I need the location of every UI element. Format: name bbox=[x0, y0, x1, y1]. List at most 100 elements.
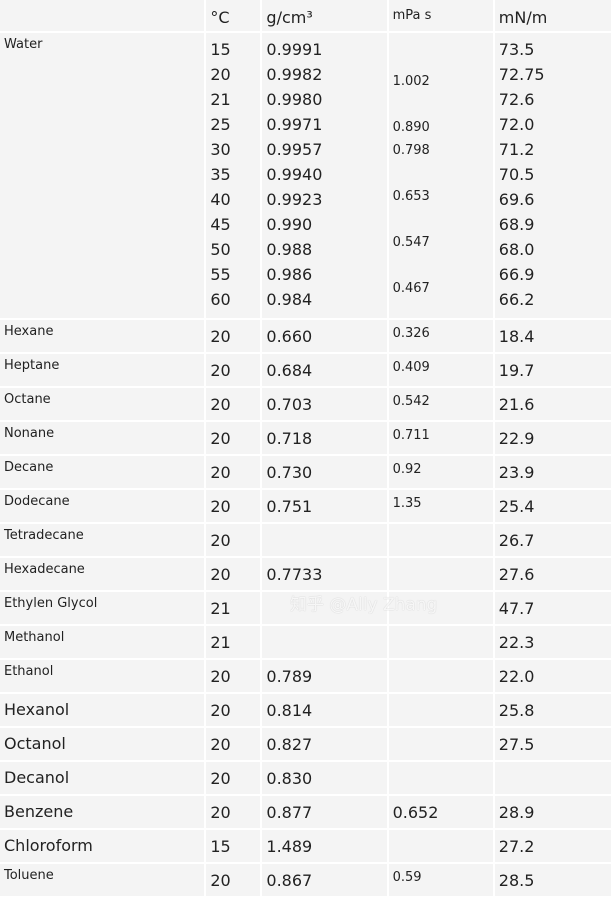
water-density: 0.9982 bbox=[266, 65, 323, 84]
water-surface-tension: 72.0 bbox=[498, 115, 535, 134]
row-name: Decane bbox=[0, 456, 205, 488]
header-name bbox=[0, 0, 205, 31]
row-surface-tension bbox=[494, 762, 611, 794]
header-row: °C g/cm³ mPa s mN/m bbox=[0, 0, 611, 31]
row-temperature: 20 bbox=[206, 660, 261, 692]
row-density: 0.827 bbox=[262, 728, 387, 760]
row-density: 0.718 bbox=[262, 422, 387, 454]
row-name: Hexane bbox=[0, 320, 205, 352]
water-density: 0.9991 bbox=[266, 40, 323, 59]
row-viscosity bbox=[388, 660, 493, 692]
row-temperature: 20 bbox=[206, 864, 261, 896]
water-temperature: 30 bbox=[210, 140, 231, 159]
row-temperature: 20 bbox=[206, 388, 261, 420]
water-density: 0.986 bbox=[266, 265, 313, 284]
row-density: 0.867 bbox=[262, 864, 387, 896]
row-temperature: 20 bbox=[206, 694, 261, 726]
row-temperature: 20 bbox=[206, 320, 261, 352]
water-temperature: 25 bbox=[210, 115, 231, 134]
water-viscosity bbox=[393, 47, 493, 70]
row-surface-tension: 28.5 bbox=[494, 864, 611, 896]
row-name: Water bbox=[0, 33, 205, 318]
table-row: Tetradecane 20 26.7 bbox=[0, 524, 611, 556]
table-row: Decane 20 0.730 0.92 23.9 bbox=[0, 456, 611, 488]
row-temperature: 20 bbox=[206, 558, 261, 590]
water-temperature: 21 bbox=[210, 90, 231, 109]
row-name: Methanol bbox=[0, 626, 205, 658]
row-viscosity: 0.711 bbox=[388, 422, 493, 454]
water-density: 0.9980 bbox=[266, 90, 323, 109]
row-viscosity bbox=[388, 524, 493, 556]
water-temperature: 15 bbox=[210, 40, 231, 59]
row-density: 1.489 bbox=[262, 830, 387, 862]
row-viscosity bbox=[388, 830, 493, 862]
header-temperature: °C bbox=[206, 0, 261, 31]
water-viscosity: 0.798 bbox=[392, 143, 430, 158]
row-viscosity: 0.92 bbox=[388, 456, 493, 488]
table-row: Toluene 20 0.867 0.59 28.5 bbox=[0, 864, 611, 896]
row-viscosity bbox=[388, 626, 493, 658]
row-surface-tension: 25.8 bbox=[494, 694, 611, 726]
row-density: 0.730 bbox=[262, 456, 387, 488]
water-viscosity: 0.547 bbox=[392, 235, 430, 250]
water-viscosity bbox=[393, 162, 493, 185]
table-row: Benzene 20 0.877 0.652 28.9 bbox=[0, 796, 611, 828]
header-surface-tension: mN/m bbox=[494, 0, 611, 31]
row-name: Heptane bbox=[0, 354, 205, 386]
water-temperature: 45 bbox=[210, 215, 231, 234]
water-density: 0.9940 bbox=[266, 165, 323, 184]
water-temperatures: 15 20 21 25 30 35 40 45 50 55 60 bbox=[206, 33, 261, 318]
table-row: Ethanol 20 0.789 22.0 bbox=[0, 660, 611, 692]
water-surface-tension: 66.2 bbox=[498, 290, 535, 309]
row-name: Octanol bbox=[0, 728, 205, 760]
row-name: Toluene bbox=[0, 864, 205, 896]
row-name: Ethanol bbox=[0, 660, 205, 692]
row-temperature: 20 bbox=[206, 728, 261, 760]
water-surface-tension: 72.6 bbox=[498, 90, 535, 109]
water-tensions: 73.5 72.75 72.6 72.0 71.2 70.5 69.6 68.9 68.0 66.… bbox=[494, 33, 611, 318]
row-temperature: 20 bbox=[206, 354, 261, 386]
water-temperature: 50 bbox=[210, 240, 231, 259]
row-surface-tension: 27.5 bbox=[494, 728, 611, 760]
row-viscosity: 1.35 bbox=[388, 490, 493, 522]
row-name: Hexadecane bbox=[0, 558, 205, 590]
row-viscosity: 0.652 bbox=[388, 796, 493, 828]
row-density: 0.660 bbox=[262, 320, 387, 352]
row-viscosity bbox=[388, 558, 493, 590]
water-surface-tension: 72.75 bbox=[498, 65, 545, 84]
row-surface-tension: 21.6 bbox=[494, 388, 611, 420]
row-viscosity: 0.542 bbox=[388, 388, 493, 420]
watermark: 知乎 @Ally Zhang bbox=[290, 595, 438, 615]
water-temperature: 55 bbox=[210, 265, 231, 284]
row-name: Ethylen Glycol bbox=[0, 592, 205, 624]
row-name: Octane bbox=[0, 388, 205, 420]
water-density: 0.9957 bbox=[266, 140, 323, 159]
row-name: Hexanol bbox=[0, 694, 205, 726]
table-row-water: Water 15 20 21 25 30 35 40 45 50 55 60 0.9991 0.998… bbox=[0, 33, 611, 318]
table-row: Dodecane 20 0.751 1.35 25.4 bbox=[0, 490, 611, 522]
row-temperature: 20 bbox=[206, 422, 261, 454]
row-temperature: 20 bbox=[206, 762, 261, 794]
row-name: Tetradecane bbox=[0, 524, 205, 556]
row-surface-tension: 27.2 bbox=[494, 830, 611, 862]
row-density bbox=[262, 626, 387, 658]
table-row: Octanol 20 0.827 27.5 bbox=[0, 728, 611, 760]
water-surface-tension: 73.5 bbox=[498, 40, 535, 59]
water-density: 0.984 bbox=[266, 290, 313, 309]
water-viscosity bbox=[393, 93, 493, 116]
row-density: 0.877 bbox=[262, 796, 387, 828]
table-row: Decanol 20 0.830 bbox=[0, 762, 611, 794]
row-viscosity: 0.326 bbox=[388, 320, 493, 352]
row-density bbox=[262, 592, 387, 624]
row-viscosity bbox=[388, 762, 493, 794]
row-temperature: 20 bbox=[206, 490, 261, 522]
table-row: Ethylen Glycol 21 47.7 bbox=[0, 592, 611, 624]
row-name: Nonane bbox=[0, 422, 205, 454]
water-density: 0.9971 bbox=[266, 115, 323, 134]
row-surface-tension: 47.7 bbox=[494, 592, 611, 624]
row-temperature: 21 bbox=[206, 626, 261, 658]
row-name: Chloroform bbox=[0, 830, 205, 862]
row-surface-tension: 25.4 bbox=[494, 490, 611, 522]
table-row: Chloroform 15 1.489 27.2 bbox=[0, 830, 611, 862]
row-surface-tension: 28.9 bbox=[494, 796, 611, 828]
